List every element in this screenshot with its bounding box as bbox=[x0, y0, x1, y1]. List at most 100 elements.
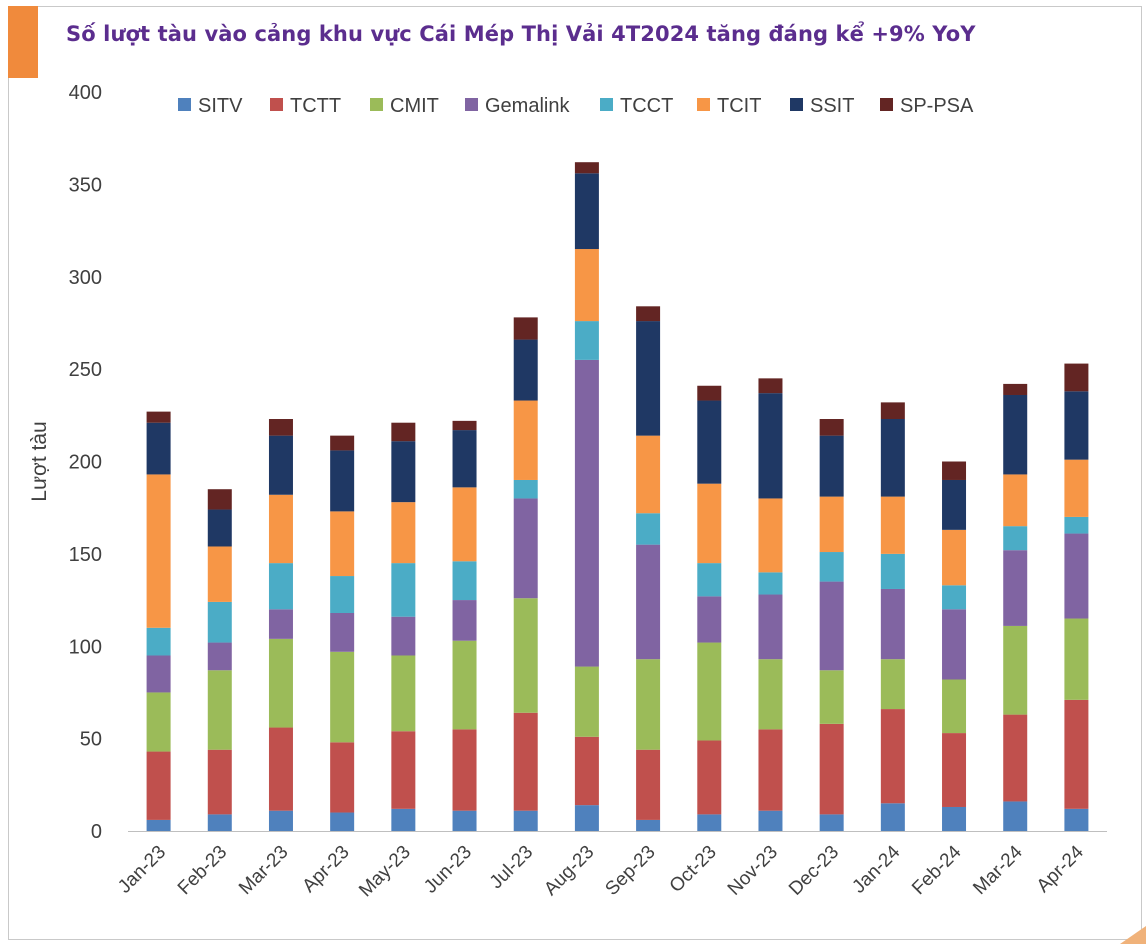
y-tick-label: 50 bbox=[80, 729, 102, 751]
legend-swatch bbox=[790, 98, 803, 111]
bar-stack-Jan-24 bbox=[880, 402, 905, 831]
bar-segment-gemalink bbox=[697, 596, 722, 643]
bar-segment-tctt bbox=[268, 727, 293, 811]
y-tick-label: 400 bbox=[69, 82, 102, 104]
bar-segment-gemalink bbox=[1003, 550, 1028, 626]
x-tick-label: Mar-24 bbox=[969, 841, 1027, 899]
legend-item-sitv: SITV bbox=[178, 95, 243, 117]
bar-segment-tctt bbox=[330, 742, 355, 813]
bar-segment-sitv bbox=[697, 814, 722, 831]
bar-segment-tcct bbox=[636, 513, 661, 545]
bar-segment-ssit bbox=[513, 339, 538, 401]
bar-segment-cmit bbox=[758, 659, 783, 730]
x-tick-label: Feb-23 bbox=[174, 842, 231, 899]
legend-item-ssit: SSIT bbox=[790, 95, 854, 117]
bar-segment-sitv bbox=[452, 810, 477, 831]
bar-segment-ssit bbox=[268, 435, 293, 495]
bar-segment-cmit bbox=[574, 666, 599, 737]
bar-segment-sitv bbox=[574, 805, 599, 831]
legend-label: TCCT bbox=[620, 95, 673, 117]
legend-item-tcct: TCCT bbox=[600, 95, 673, 117]
bar-segment-tcit bbox=[880, 496, 905, 554]
bar-segment-gemalink bbox=[513, 498, 538, 599]
legend-swatch bbox=[697, 98, 710, 111]
bar-segment-ssit bbox=[391, 441, 416, 503]
bar-segment-tcit bbox=[268, 494, 293, 564]
legend-item-tcit: TCIT bbox=[697, 95, 761, 117]
bar-segment-tctt bbox=[758, 729, 783, 811]
bar-segment-sitv bbox=[636, 819, 661, 831]
bar-segment-tcit bbox=[697, 483, 722, 564]
bar-segment-tcct bbox=[880, 553, 905, 589]
bar-segment-gemalink bbox=[268, 609, 293, 639]
bar-segment-gemalink bbox=[758, 594, 783, 660]
x-tick-label: Jan-23 bbox=[114, 842, 170, 898]
bar-segment-tcct bbox=[942, 585, 967, 610]
bar-segment-tctt bbox=[513, 712, 538, 811]
x-tick-label: May-23 bbox=[355, 842, 415, 902]
bar-segment-tcit bbox=[819, 496, 844, 553]
bar-segment-gemalink bbox=[207, 642, 232, 671]
bar-segment-sp-psa bbox=[1064, 363, 1089, 392]
legend-swatch bbox=[178, 98, 191, 111]
bar-segment-tcit bbox=[1003, 474, 1028, 527]
bar-segment-tctt bbox=[574, 736, 599, 806]
bar-segment-cmit bbox=[942, 679, 967, 734]
bar-stack-Apr-23 bbox=[330, 435, 355, 831]
bar-segment-cmit bbox=[513, 598, 538, 713]
bar-segment-sitv bbox=[1064, 808, 1089, 831]
bar-segment-sp-psa bbox=[697, 385, 722, 401]
bar-segment-ssit bbox=[636, 321, 661, 436]
bar-segment-tcct bbox=[391, 563, 416, 617]
bar-stack-Mar-24 bbox=[1003, 383, 1028, 831]
x-tick-label: Aug-23 bbox=[540, 842, 598, 900]
bar-segment-tcit bbox=[636, 435, 661, 514]
bar-segment-gemalink bbox=[636, 544, 661, 660]
bar-segment-ssit bbox=[330, 450, 355, 512]
bar-segment-sitv bbox=[942, 806, 967, 831]
bar-segment-sp-psa bbox=[942, 461, 967, 480]
bar-segment-ssit bbox=[942, 479, 967, 530]
bar-segment-gemalink bbox=[819, 581, 844, 671]
bar-segment-sitv bbox=[146, 819, 171, 831]
bar-segment-tcct bbox=[819, 552, 844, 582]
bar-segment-tcit bbox=[391, 502, 416, 564]
bar-stack-Jul-23 bbox=[513, 317, 538, 831]
legend-label: Gemalink bbox=[485, 95, 570, 117]
bar-stack-Dec-23 bbox=[819, 419, 844, 831]
y-tick-label: 100 bbox=[69, 636, 102, 658]
y-tick-label: 0 bbox=[91, 821, 102, 843]
bar-segment-sp-psa bbox=[452, 420, 477, 431]
bar-segment-tcct bbox=[146, 627, 171, 656]
bar-segment-tcct bbox=[574, 321, 599, 360]
bar-segment-sp-psa bbox=[513, 317, 538, 340]
legend-swatch bbox=[880, 98, 893, 111]
bar-segment-gemalink bbox=[880, 588, 905, 660]
legend-label: CMIT bbox=[390, 95, 439, 117]
legend-swatch bbox=[370, 98, 383, 111]
bar-segment-sp-psa bbox=[391, 422, 416, 442]
legend-item-sp-psa: SP-PSA bbox=[880, 95, 974, 117]
bar-segment-tcit bbox=[513, 400, 538, 480]
bar-segment-tcct bbox=[758, 572, 783, 595]
y-tick-label: 350 bbox=[69, 174, 102, 196]
bar-segment-sitv bbox=[758, 810, 783, 831]
bar-segment-tctt bbox=[636, 749, 661, 820]
x-axis: Jan-23 Feb-23 Mar-23 Apr-23 May-23 Jun-23 Jul-… bbox=[114, 831, 1107, 902]
bar-segment-ssit bbox=[1064, 391, 1089, 460]
bar-stack-Feb-24 bbox=[942, 461, 967, 831]
x-tick-label: Jan-24 bbox=[848, 841, 904, 897]
y-tick-label: 150 bbox=[69, 544, 102, 566]
bar-segment-tcct bbox=[268, 563, 293, 610]
bar-segment-cmit bbox=[452, 640, 477, 730]
bar-segment-sitv bbox=[1003, 801, 1028, 831]
bar-segment-cmit bbox=[207, 670, 232, 750]
bar-segment-sp-psa bbox=[207, 489, 232, 510]
bar-segment-cmit bbox=[697, 642, 722, 741]
bar-segment-tcct bbox=[697, 563, 722, 597]
legend-label: SITV bbox=[198, 95, 243, 117]
legend-item-cmit: CMIT bbox=[370, 95, 439, 117]
bar-segment-ssit bbox=[1003, 394, 1028, 475]
bar-segment-ssit bbox=[452, 430, 477, 488]
x-tick-label: Apr-23 bbox=[299, 842, 354, 897]
